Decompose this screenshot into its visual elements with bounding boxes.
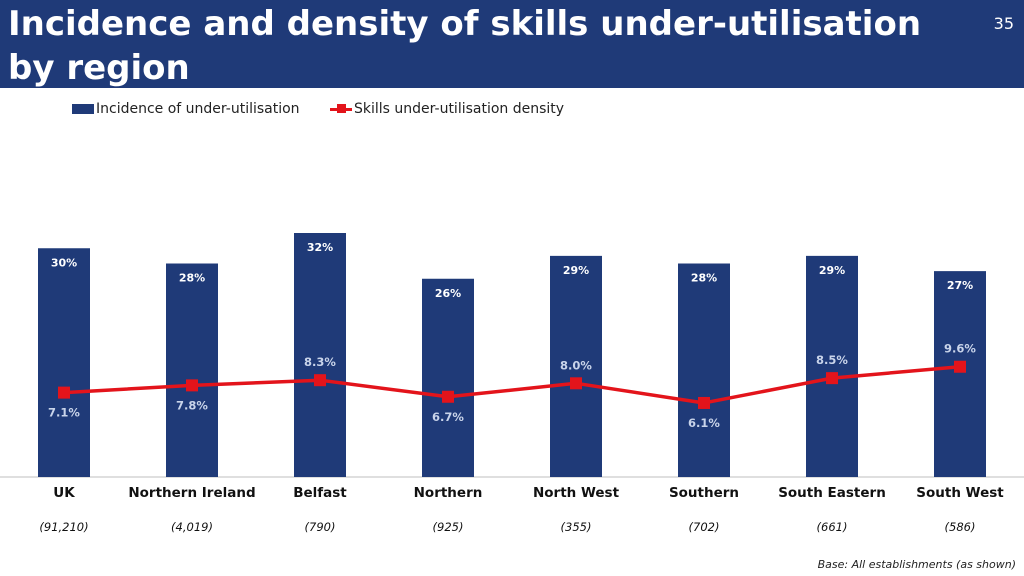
base-footnote: Base: All establishments (as shown) xyxy=(817,558,1016,571)
bar xyxy=(678,263,730,477)
legend-label-incidence: Incidence of under-utilisation xyxy=(96,101,300,117)
bar-line-chart: 30% UK (91,210) 28% Northern Ireland (4,019) 3… xyxy=(0,233,1024,534)
bar xyxy=(294,233,346,477)
density-marker xyxy=(826,372,838,385)
bar xyxy=(550,255,602,477)
base-count-label: (925) xyxy=(433,520,464,534)
base-count-label: (702) xyxy=(689,520,720,534)
density-marker xyxy=(698,396,710,409)
category-label: Belfast xyxy=(293,485,347,501)
bar-data-label: 29% xyxy=(563,264,589,277)
category-label: Northern xyxy=(414,485,483,501)
category-label: South Eastern xyxy=(778,485,886,501)
category-label: Southern xyxy=(669,485,739,501)
base-count-label: (355) xyxy=(561,520,592,534)
category-label: South West xyxy=(916,485,1004,501)
category-label: North West xyxy=(533,485,620,501)
density-data-label: 6.7% xyxy=(432,410,464,424)
density-marker xyxy=(186,379,198,392)
bar xyxy=(38,248,90,477)
density-data-label: 7.1% xyxy=(48,406,80,420)
bar xyxy=(934,271,986,477)
bar-data-label: 27% xyxy=(947,279,973,292)
density-marker xyxy=(442,390,454,403)
density-marker xyxy=(570,377,582,390)
bar-data-label: 28% xyxy=(691,272,717,285)
density-marker xyxy=(954,360,966,373)
bar xyxy=(166,263,218,477)
density-data-label: 9.6% xyxy=(944,342,976,356)
bar-data-label: 30% xyxy=(51,256,77,269)
base-count-label: (790) xyxy=(305,520,336,534)
density-marker xyxy=(58,386,70,399)
page-number: 35 xyxy=(993,14,1014,33)
page-title: Incidence and density of skills under-ut… xyxy=(8,4,922,88)
legend-label-density: Skills under-utilisation density xyxy=(354,101,565,117)
density-data-label: 8.3% xyxy=(304,355,336,369)
bar-data-label: 26% xyxy=(435,287,461,300)
base-count-label: (91,210) xyxy=(39,520,88,534)
density-data-label: 8.5% xyxy=(816,353,848,367)
bar xyxy=(422,278,474,477)
legend-bar-swatch xyxy=(72,104,94,114)
title-banner: Incidence and density of skills under-ut… xyxy=(0,0,1024,88)
legend-marker-swatch xyxy=(337,104,346,113)
density-data-label: 8.0% xyxy=(560,358,592,372)
category-label: UK xyxy=(53,485,75,501)
density-data-label: 6.1% xyxy=(688,416,720,430)
bar xyxy=(806,255,858,477)
density-data-label: 7.8% xyxy=(176,398,208,412)
density-series-line xyxy=(63,364,961,405)
base-count-label: (661) xyxy=(817,520,848,534)
bar-data-label: 29% xyxy=(819,264,845,277)
bar-data-label: 32% xyxy=(307,241,333,254)
base-count-label: (4,019) xyxy=(171,520,213,534)
bar-data-label: 28% xyxy=(179,272,205,285)
base-count-label: (586) xyxy=(945,520,976,534)
density-marker xyxy=(314,374,326,387)
category-label: Northern Ireland xyxy=(128,485,255,501)
